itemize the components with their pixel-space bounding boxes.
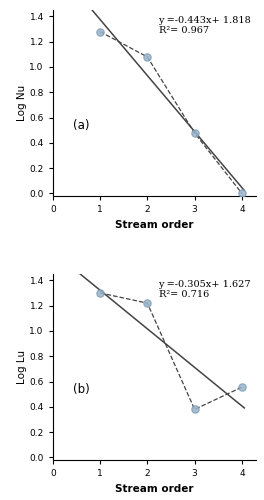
Point bbox=[192, 406, 197, 413]
Point bbox=[240, 190, 244, 198]
Y-axis label: Log Lu: Log Lu bbox=[17, 350, 27, 384]
X-axis label: Stream order: Stream order bbox=[115, 484, 194, 494]
Text: y =-0.443x+ 1.818
R²= 0.967: y =-0.443x+ 1.818 R²= 0.967 bbox=[158, 16, 251, 35]
Point bbox=[98, 289, 102, 297]
Point bbox=[145, 53, 149, 61]
Point bbox=[98, 28, 102, 36]
Point bbox=[145, 299, 149, 307]
Text: (b): (b) bbox=[73, 383, 90, 396]
Point bbox=[240, 383, 244, 391]
Y-axis label: Log Nu: Log Nu bbox=[17, 85, 27, 121]
Text: y =-0.305x+ 1.627
R²= 0.716: y =-0.305x+ 1.627 R²= 0.716 bbox=[158, 280, 251, 299]
Text: (a): (a) bbox=[73, 119, 90, 132]
Point bbox=[192, 129, 197, 137]
X-axis label: Stream order: Stream order bbox=[115, 220, 194, 230]
